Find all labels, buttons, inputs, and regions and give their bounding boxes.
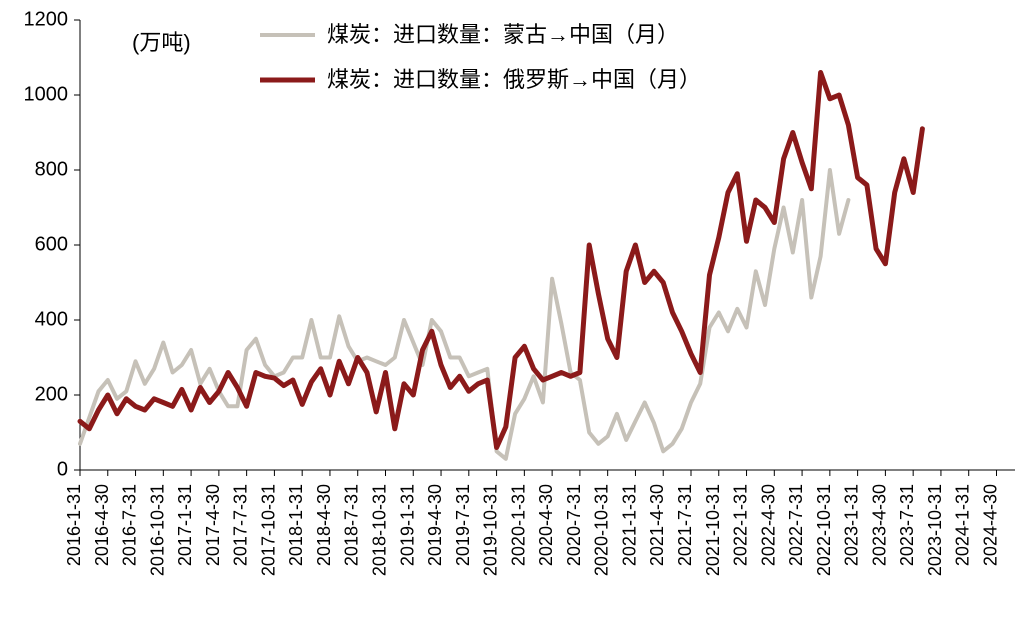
x-tick-label: 2017-10-31 [258,484,278,576]
x-tick-label: 2023-1-31 [842,484,862,566]
x-tick-label: 2021-1-31 [619,484,639,566]
y-tick-label: 200 [35,383,68,405]
x-tick-label: 2019-1-31 [397,484,417,566]
x-tick-label: 2019-7-31 [453,484,473,566]
x-tick-label: 2019-10-31 [481,484,501,576]
x-tick-label: 2021-4-30 [647,484,667,566]
x-tick-label: 2022-7-31 [786,484,806,566]
x-tick-label: 2018-1-31 [286,484,306,566]
x-tick-label: 2016-7-31 [120,484,140,566]
x-tick-label: 2022-10-31 [814,484,834,576]
x-tick-label: 2022-1-31 [731,484,751,566]
x-tick-label: 2024-1-31 [953,484,973,566]
x-tick-label: 2020-4-30 [536,484,556,566]
x-tick-label: 2016-4-30 [92,484,112,566]
x-tick-label: 2022-4-30 [758,484,778,566]
x-tick-label: 2019-4-30 [425,484,445,566]
x-tick-label: 2023-4-30 [869,484,889,566]
y-tick-label: 800 [35,158,68,180]
x-tick-label: 2020-10-31 [592,484,612,576]
x-tick-label: 2018-10-31 [369,484,389,576]
legend-label-mongolia: 煤炭：进口数量：蒙古→中国（月） [327,22,679,47]
x-tick-label: 2018-4-30 [314,484,334,566]
x-tick-label: 2023-7-31 [897,484,917,566]
x-tick-label: 2021-10-31 [703,484,723,576]
x-tick-label: 2017-7-31 [231,484,251,566]
x-tick-label: 2016-10-31 [147,484,167,576]
y-tick-label: 600 [35,233,68,255]
x-tick-label: 2020-7-31 [564,484,584,566]
x-tick-label: 2017-4-30 [203,484,223,566]
x-tick-label: 2018-7-31 [342,484,362,566]
x-tick-label: 2024-4-30 [980,484,1000,566]
y-tick-label: 400 [35,308,68,330]
y-tick-label: 1200 [24,8,69,30]
coal-import-line-chart: 0 200 400 600 800 1000 1200 (万吨) 2016-1-31 2016-4… [0,0,1035,630]
x-tick-label: 2020-1-31 [508,484,528,566]
x-tick-label: 2021-7-31 [675,484,695,566]
y-axis-unit-label: (万吨) [132,30,191,55]
x-tick-label: 2023-10-31 [925,484,945,576]
y-tick-label: 1000 [24,83,69,105]
legend-label-russia: 煤炭：进口数量：俄罗斯→中国（月） [327,67,701,92]
x-tick-label: 2016-1-31 [64,484,84,566]
chart-svg: 0 200 400 600 800 1000 1200 (万吨) 2016-1-31 2016-4… [0,0,1035,630]
y-tick-label: 0 [57,458,68,480]
x-tick-label: 2017-1-31 [175,484,195,566]
